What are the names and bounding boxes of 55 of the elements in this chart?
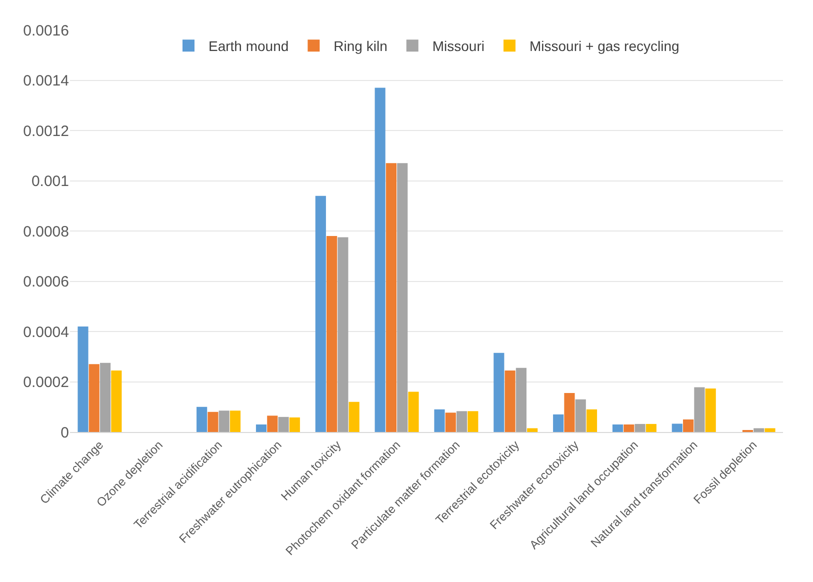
- bar: [516, 368, 526, 432]
- bar: [553, 414, 564, 432]
- bar: [256, 424, 267, 432]
- legend-label: Earth mound: [208, 38, 289, 54]
- bar: [78, 326, 88, 432]
- legend-label: Missouri: [432, 38, 484, 54]
- bar: [386, 163, 397, 432]
- legend-label: Ring kiln: [334, 38, 388, 54]
- bar: [586, 409, 598, 432]
- bar: [504, 370, 516, 432]
- bar: [315, 196, 326, 432]
- legend-label: Missouri + gas recycling: [530, 38, 680, 54]
- bar: [683, 419, 694, 432]
- bar: [445, 412, 456, 432]
- bar: [764, 428, 776, 432]
- bar: [196, 406, 208, 432]
- bar: [527, 428, 538, 432]
- bar: [267, 416, 278, 432]
- bar: [289, 417, 300, 432]
- y-tick-label: 0.0012: [23, 122, 69, 140]
- bar: [100, 362, 111, 432]
- bar: [634, 424, 646, 432]
- y-tick-label: 0.0006: [23, 274, 69, 290]
- bar: [338, 237, 348, 432]
- bar: [624, 424, 634, 432]
- bar: [564, 393, 575, 432]
- bar: [575, 399, 586, 432]
- bar: [408, 392, 419, 432]
- y-tick-label: 0.001: [31, 173, 69, 190]
- y-tick-label: 0.0016: [23, 22, 69, 40]
- y-tick-label: 0.0002: [23, 374, 69, 391]
- bar: [326, 236, 338, 432]
- y-tick-label: 0.0004: [23, 324, 69, 341]
- bar: [754, 428, 764, 432]
- y-tick-label: 0: [60, 424, 69, 442]
- bar: [612, 424, 624, 432]
- bar: [456, 411, 468, 432]
- bar: [705, 388, 716, 432]
- bar: [230, 410, 241, 432]
- bar: [397, 163, 408, 432]
- bar: [694, 387, 705, 432]
- bar: [672, 424, 682, 432]
- bar: [374, 88, 386, 432]
- y-tick-label: 0.0008: [23, 223, 69, 240]
- y-tick-label: 0.0014: [23, 72, 69, 90]
- bar: [434, 409, 445, 432]
- bar: [494, 352, 504, 432]
- bar: [278, 416, 289, 432]
- bar: [111, 370, 122, 432]
- bar: [468, 411, 478, 432]
- bar: [646, 424, 656, 432]
- bar: [218, 410, 230, 432]
- bar: [208, 412, 218, 432]
- bar: [88, 364, 100, 432]
- bar: [348, 402, 360, 432]
